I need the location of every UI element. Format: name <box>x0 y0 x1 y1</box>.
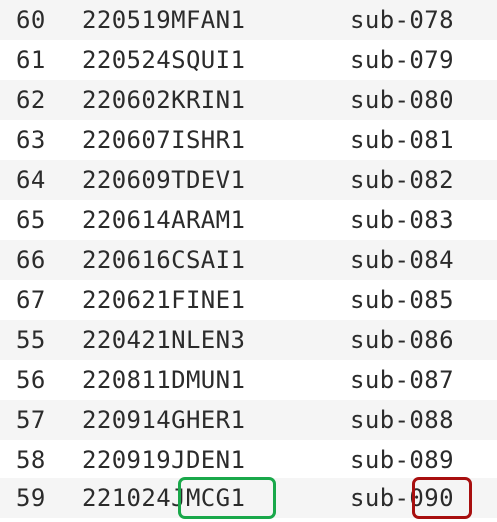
row-sub: sub-084 <box>350 246 454 274</box>
table-row: 57 220914GHER1 sub-088 <box>0 400 497 440</box>
row-sub: sub-083 <box>350 206 454 234</box>
row-sub: sub-082 <box>350 166 454 194</box>
row-sub: sub-090 <box>350 484 454 512</box>
row-sub: sub-078 <box>350 6 454 34</box>
row-code: 220811DMUN1 <box>82 366 246 394</box>
row-code: 220421NLEN3 <box>82 326 246 354</box>
table-row: 61 220524SQUI1 sub-079 <box>0 40 497 80</box>
row-index: 67 <box>16 286 46 314</box>
row-code: 220616CSAI1 <box>82 246 246 274</box>
row-index: 55 <box>16 326 46 354</box>
table-row: 55 220421NLEN3 sub-086 <box>0 320 497 360</box>
row-index: 66 <box>16 246 46 274</box>
row-code: 220524SQUI1 <box>82 46 246 74</box>
table-row: 63 220607ISHR1 sub-081 <box>0 120 497 160</box>
row-code: 220914GHER1 <box>82 406 246 434</box>
row-sub: sub-088 <box>350 406 454 434</box>
row-sub: sub-081 <box>350 126 454 154</box>
row-code: 220614ARAM1 <box>82 206 246 234</box>
row-index: 58 <box>16 446 46 474</box>
row-sub: sub-079 <box>350 46 454 74</box>
row-code: 220609TDEV1 <box>82 166 246 194</box>
row-index: 65 <box>16 206 46 234</box>
row-index: 63 <box>16 126 46 154</box>
row-code: 220621FINE1 <box>82 286 246 314</box>
row-index: 64 <box>16 166 46 194</box>
row-code: 220519MFAN1 <box>82 6 246 34</box>
row-sub: sub-089 <box>350 446 454 474</box>
table-row: 58 220919JDEN1 sub-089 <box>0 440 497 480</box>
row-index: 62 <box>16 86 46 114</box>
table-row: 67 220621FINE1 sub-085 <box>0 280 497 320</box>
table-row: 62 220602KRIN1 sub-080 <box>0 80 497 120</box>
row-sub: sub-086 <box>350 326 454 354</box>
row-index: 60 <box>16 6 46 34</box>
table-row: 66 220616CSAI1 sub-084 <box>0 240 497 280</box>
row-index: 59 <box>16 484 46 512</box>
row-sub: sub-085 <box>350 286 454 314</box>
row-code: 221024JMCG1 <box>82 484 246 512</box>
table-row: 56 220811DMUN1 sub-087 <box>0 360 497 400</box>
table-row: 60 220519MFAN1 sub-078 <box>0 0 497 40</box>
table-row: 64 220609TDEV1 sub-082 <box>0 160 497 200</box>
row-sub: sub-087 <box>350 366 454 394</box>
row-code: 220602KRIN1 <box>82 86 246 114</box>
row-code: 220919JDEN1 <box>82 446 246 474</box>
table-row: 59 221024JMCG1 sub-090 <box>0 478 497 518</box>
table-row: 65 220614ARAM1 sub-083 <box>0 200 497 240</box>
row-sub: sub-080 <box>350 86 454 114</box>
row-index: 61 <box>16 46 46 74</box>
row-code: 220607ISHR1 <box>82 126 246 154</box>
row-index: 57 <box>16 406 46 434</box>
row-index: 56 <box>16 366 46 394</box>
